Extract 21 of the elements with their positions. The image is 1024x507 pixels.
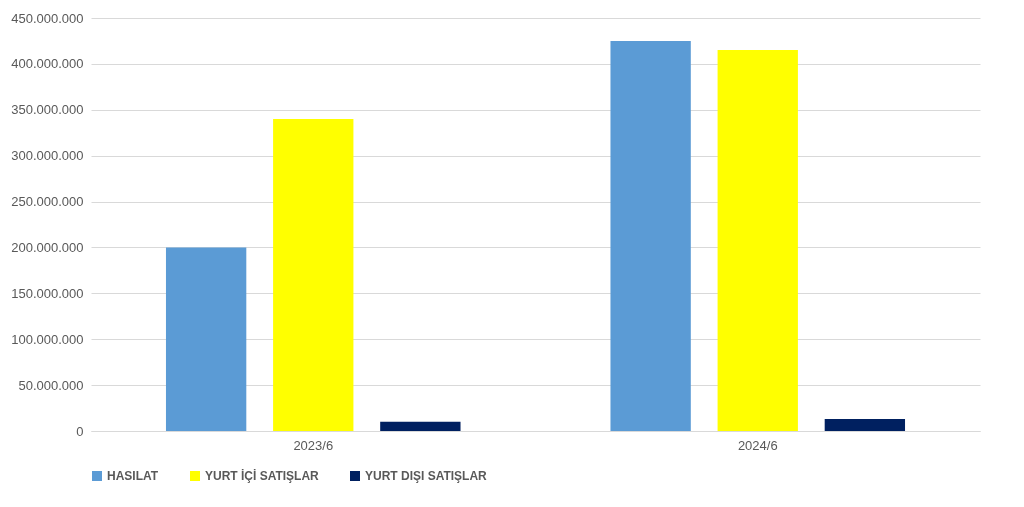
y-tick-label: 150.000.000 xyxy=(11,285,84,301)
y-tick-label: 350.000.000 xyxy=(11,102,84,118)
bar xyxy=(273,118,354,431)
bar xyxy=(165,247,247,431)
y-tick-label: 450.000.000 xyxy=(11,10,84,26)
bar xyxy=(824,419,906,431)
legend-label: HASILAT xyxy=(107,469,159,483)
bar xyxy=(610,40,691,431)
y-tick-label: 250.000.000 xyxy=(11,194,84,210)
y-tick-label: 50.000.000 xyxy=(18,377,84,393)
bar xyxy=(717,50,798,431)
x-tick-label: 2023/6 xyxy=(293,437,334,453)
legend-label: YURT DIŞI SATIŞLAR xyxy=(365,469,488,483)
bar xyxy=(380,421,461,431)
y-tick-label: 300.000.000 xyxy=(11,148,84,164)
y-tick-label: 400.000.000 xyxy=(11,56,84,72)
x-tick-label: 2024/6 xyxy=(737,437,778,453)
y-tick-label: 200.000.000 xyxy=(11,239,84,255)
legend-label: YURT İÇİ SATIŞLAR xyxy=(205,468,320,483)
y-tick-label: 100.000.000 xyxy=(11,331,84,347)
y-tick-label: 0 xyxy=(76,423,84,439)
